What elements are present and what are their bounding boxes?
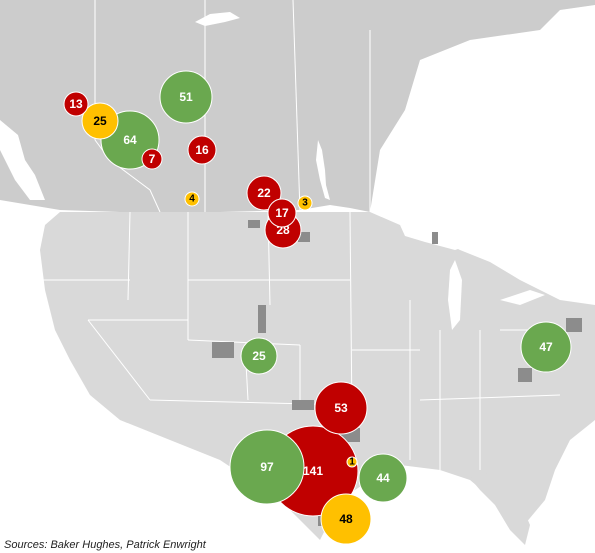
bubble-circle	[520, 321, 572, 373]
bubble-b7: 7	[141, 148, 163, 170]
bubble-value-label: 22	[257, 186, 271, 200]
bubble-b1: 1	[346, 456, 358, 468]
border-sk-mb	[292, 0, 301, 213]
bubble-b53: 53	[314, 381, 368, 435]
source-note: Sources: Baker Hughes, Patrick Enwright	[4, 539, 206, 551]
bubble-circle	[240, 337, 278, 375]
bubble-circle	[159, 70, 213, 124]
bubble-value-label: 7	[149, 152, 156, 166]
bubble-value-label: 44	[376, 471, 390, 485]
united-states-region	[40, 211, 595, 553]
great-lake-erie	[500, 290, 545, 305]
bubble-value-label: 47	[539, 340, 553, 354]
bubble-b22: 22	[246, 175, 282, 211]
bubble-value-label: 48	[339, 512, 353, 526]
bubble-circle	[297, 195, 313, 211]
bubble-circle	[346, 456, 358, 468]
bubble-value-label: 53	[334, 401, 348, 415]
lake-winnipeg	[316, 140, 330, 200]
bubble-value-label: 97	[260, 460, 274, 474]
bubble-b17: 17	[267, 198, 297, 228]
bubble-value-label: 51	[179, 90, 193, 104]
bubble-b16: 16	[187, 135, 217, 165]
bubble-value-label: 17	[275, 206, 289, 220]
bubble-b51: 51	[159, 70, 213, 124]
bubble-value-label: 25	[93, 114, 107, 128]
bubble-circle	[63, 91, 89, 117]
bubble-value-label: 3	[302, 198, 308, 209]
bubble-circle	[187, 135, 217, 165]
bubble-value-label: 25	[252, 349, 266, 363]
bubble-b97: 97	[229, 429, 305, 505]
great-lake-michigan	[448, 260, 462, 330]
bubble-value-label: 64	[123, 133, 137, 147]
bubble-b4: 4	[184, 191, 200, 207]
bubble-circle	[81, 102, 119, 140]
bubble-b25a: 25	[81, 102, 119, 140]
bubble-value-label: 13	[69, 97, 83, 111]
bubble-value-label: 141	[303, 464, 323, 478]
lake-athabasca	[195, 12, 240, 26]
bubble-circle	[229, 429, 305, 505]
bubble-circle	[314, 381, 368, 435]
bubble-circle	[320, 493, 372, 545]
bubble-b13: 13	[63, 91, 89, 117]
bubble-b48: 48	[320, 493, 372, 545]
bubble-circle	[246, 175, 282, 211]
bubble-value-label: 1	[349, 457, 355, 468]
bubble-circle	[267, 198, 297, 228]
bubble-b3: 3	[297, 195, 313, 211]
bubble-circle	[141, 148, 163, 170]
bubble-b47: 47	[520, 321, 572, 373]
bubble-value-label: 16	[195, 143, 209, 157]
bubble-circle	[358, 453, 408, 503]
bubble-b44: 44	[358, 453, 408, 503]
bubble-value-label: 4	[189, 194, 195, 205]
coast-inlet	[0, 120, 45, 200]
bubble-b25b: 25	[240, 337, 278, 375]
bubble-circle	[184, 191, 200, 207]
florida-peninsula	[470, 470, 530, 545]
